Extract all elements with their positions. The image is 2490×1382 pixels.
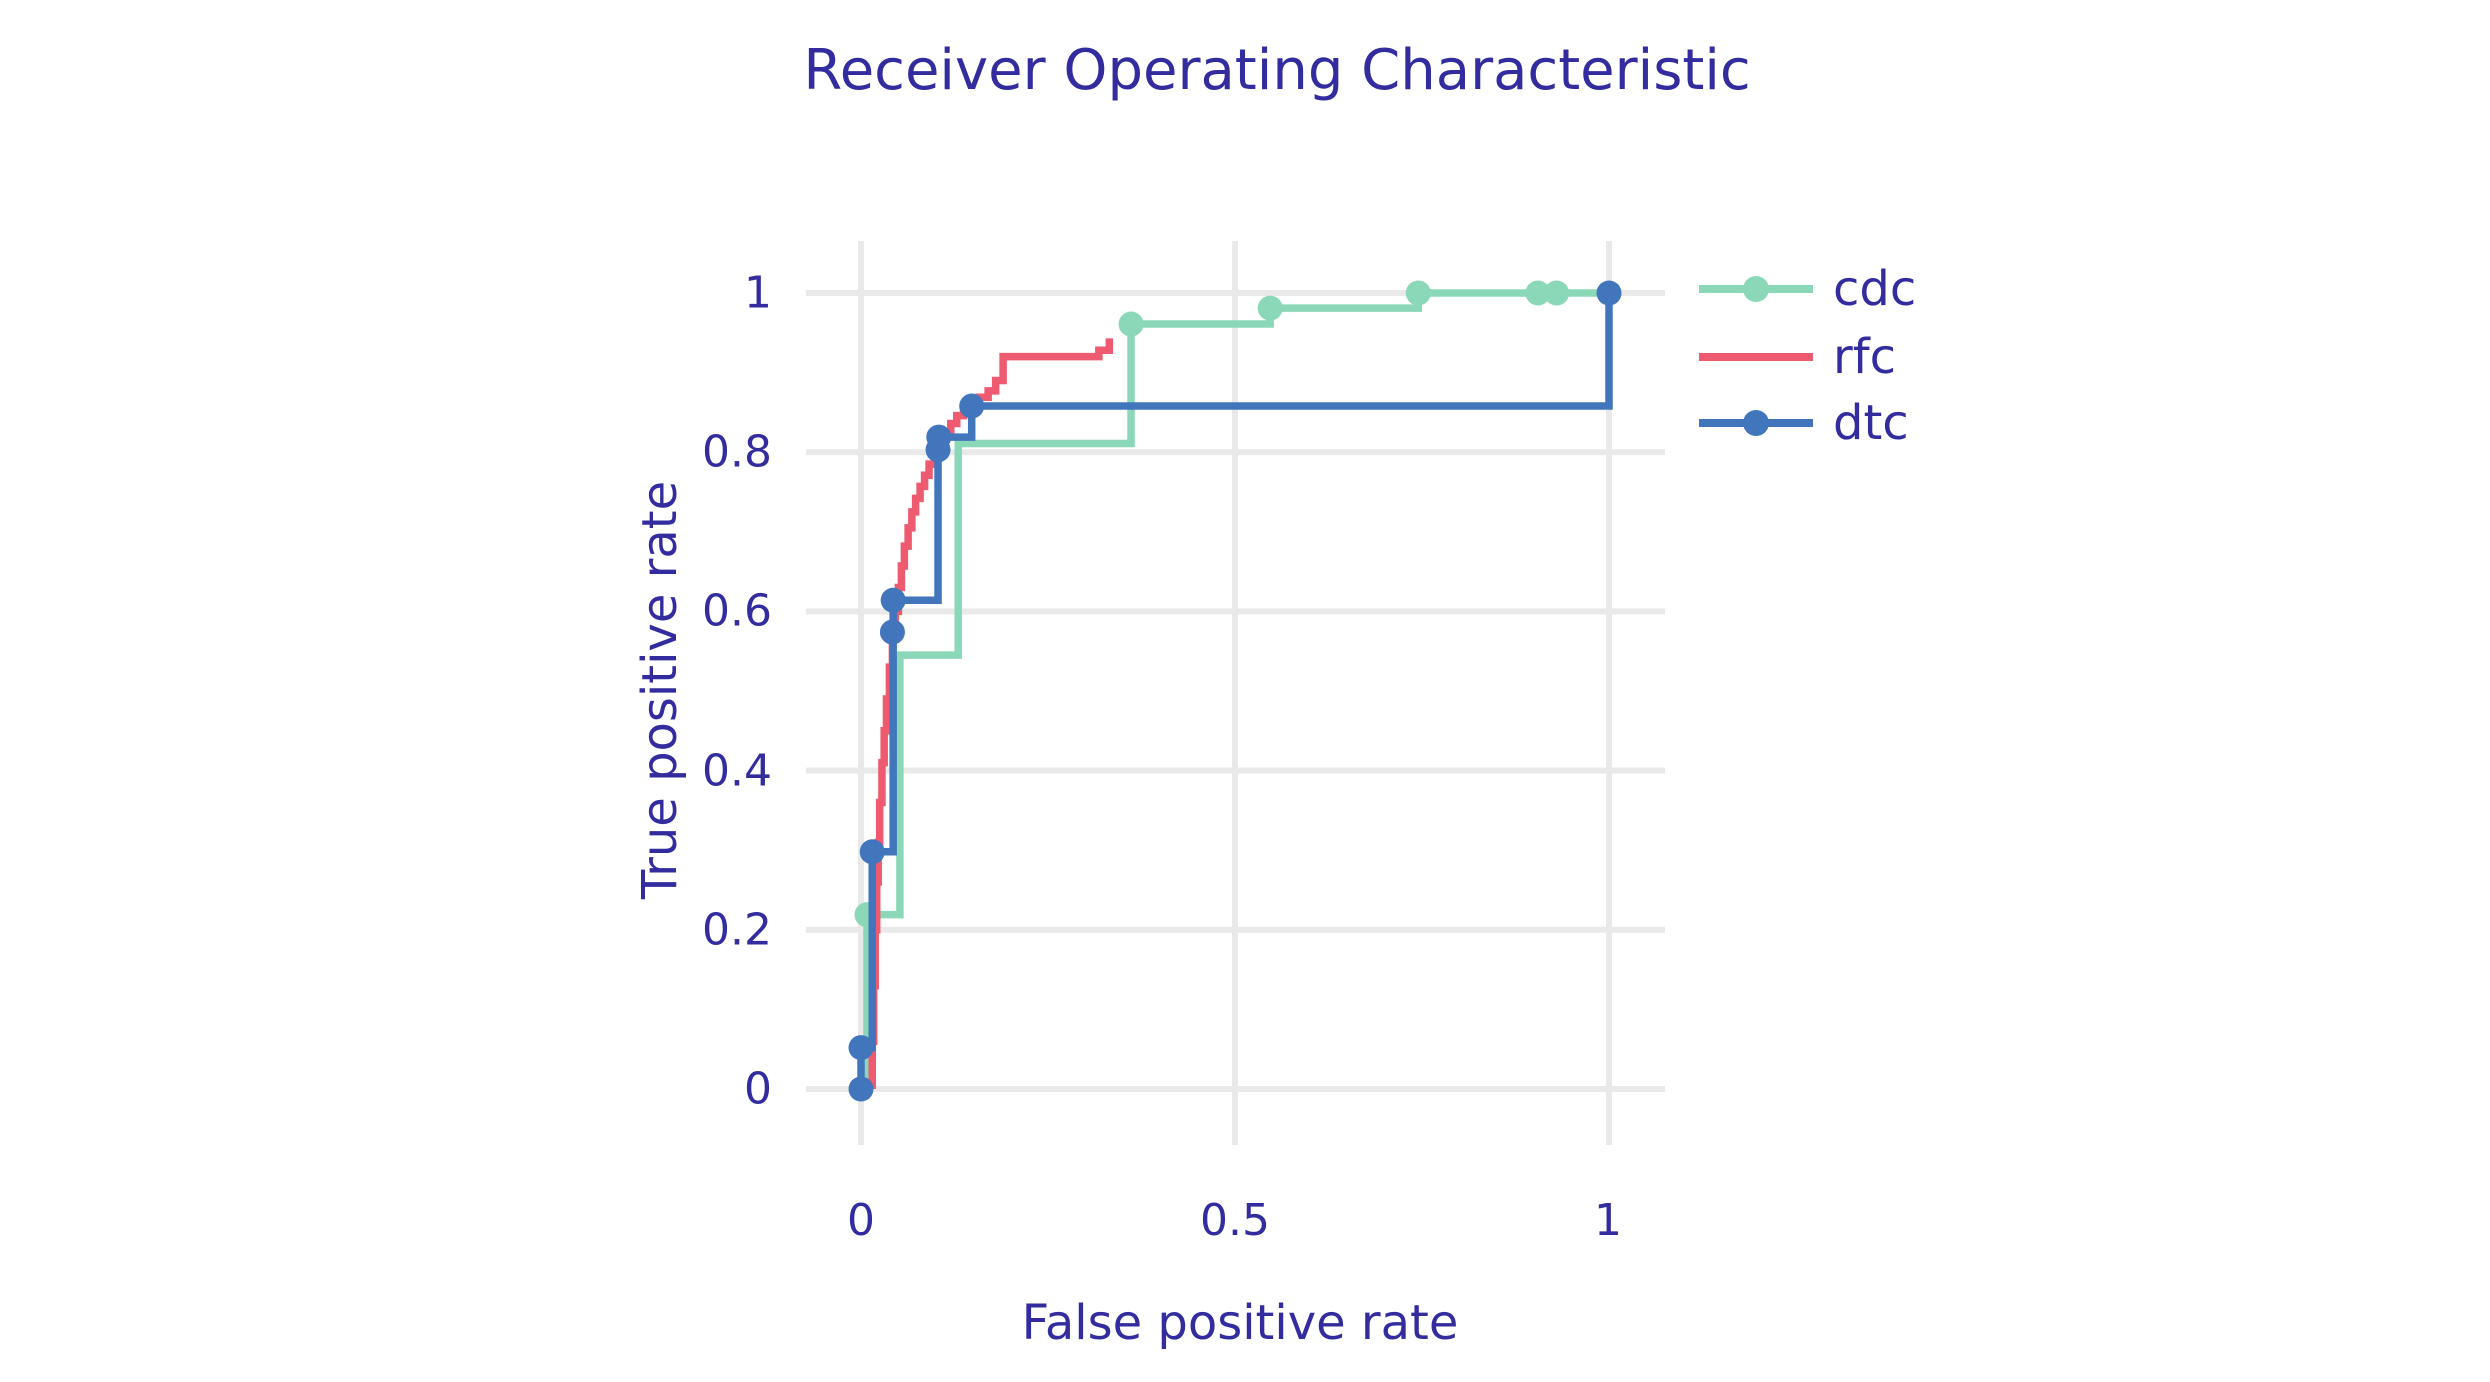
series-cdc-line bbox=[863, 289, 1609, 1089]
legend-item-rfc[interactable]: rfc bbox=[1697, 329, 1896, 385]
series-dtc-marker bbox=[859, 839, 885, 865]
x-axis-title: False positive rate bbox=[1021, 1295, 1459, 1351]
legend-label-rfc: rfc bbox=[1833, 329, 1897, 385]
series-dtc-marker bbox=[848, 1076, 874, 1102]
legend-line-icon bbox=[1699, 353, 1813, 361]
legend-label-cdc: cdc bbox=[1833, 261, 1917, 317]
legend-line-marker-icon bbox=[1699, 276, 1813, 302]
legend-line-marker-icon bbox=[1699, 410, 1813, 436]
x-tick-label-0p5: 0.5 bbox=[1200, 1195, 1270, 1246]
series-dtc-marker bbox=[926, 424, 952, 450]
chart-title: Receiver Operating Characteristic bbox=[803, 38, 1751, 103]
y-tick-label-0p2: 0.2 bbox=[702, 904, 772, 956]
y-tick-label-0p8: 0.8 bbox=[702, 426, 772, 478]
series-cdc-marker bbox=[1257, 295, 1283, 321]
series-dtc-marker bbox=[1596, 280, 1622, 306]
series-cdc-marker bbox=[1118, 311, 1144, 337]
y-tick-label-0: 0 bbox=[744, 1063, 772, 1115]
series-dtc-marker bbox=[959, 393, 985, 419]
series-cdc bbox=[854, 280, 1609, 1089]
legend-item-dtc[interactable]: dtc bbox=[1697, 395, 1909, 451]
legend-item-cdc[interactable]: cdc bbox=[1697, 261, 1916, 317]
series-dtc-marker bbox=[880, 587, 906, 613]
y-axis-title: True positive rate bbox=[632, 480, 688, 900]
x-tick-label-0: 0 bbox=[847, 1195, 875, 1246]
series-dtc-marker bbox=[879, 619, 905, 645]
y-tick-label-0p4: 0.4 bbox=[702, 745, 772, 797]
series-cdc-marker bbox=[1544, 280, 1570, 306]
legend-label-dtc: dtc bbox=[1833, 395, 1909, 451]
series-cdc-marker bbox=[1525, 280, 1551, 306]
series-dtc-marker bbox=[848, 1035, 874, 1061]
x-tick-label-1: 1 bbox=[1594, 1195, 1622, 1246]
y-tick-label-1: 1 bbox=[744, 267, 772, 319]
series-cdc-marker bbox=[1405, 280, 1431, 306]
y-tick-label-0p6: 0.6 bbox=[702, 585, 772, 637]
series-dtc bbox=[848, 280, 1622, 1102]
